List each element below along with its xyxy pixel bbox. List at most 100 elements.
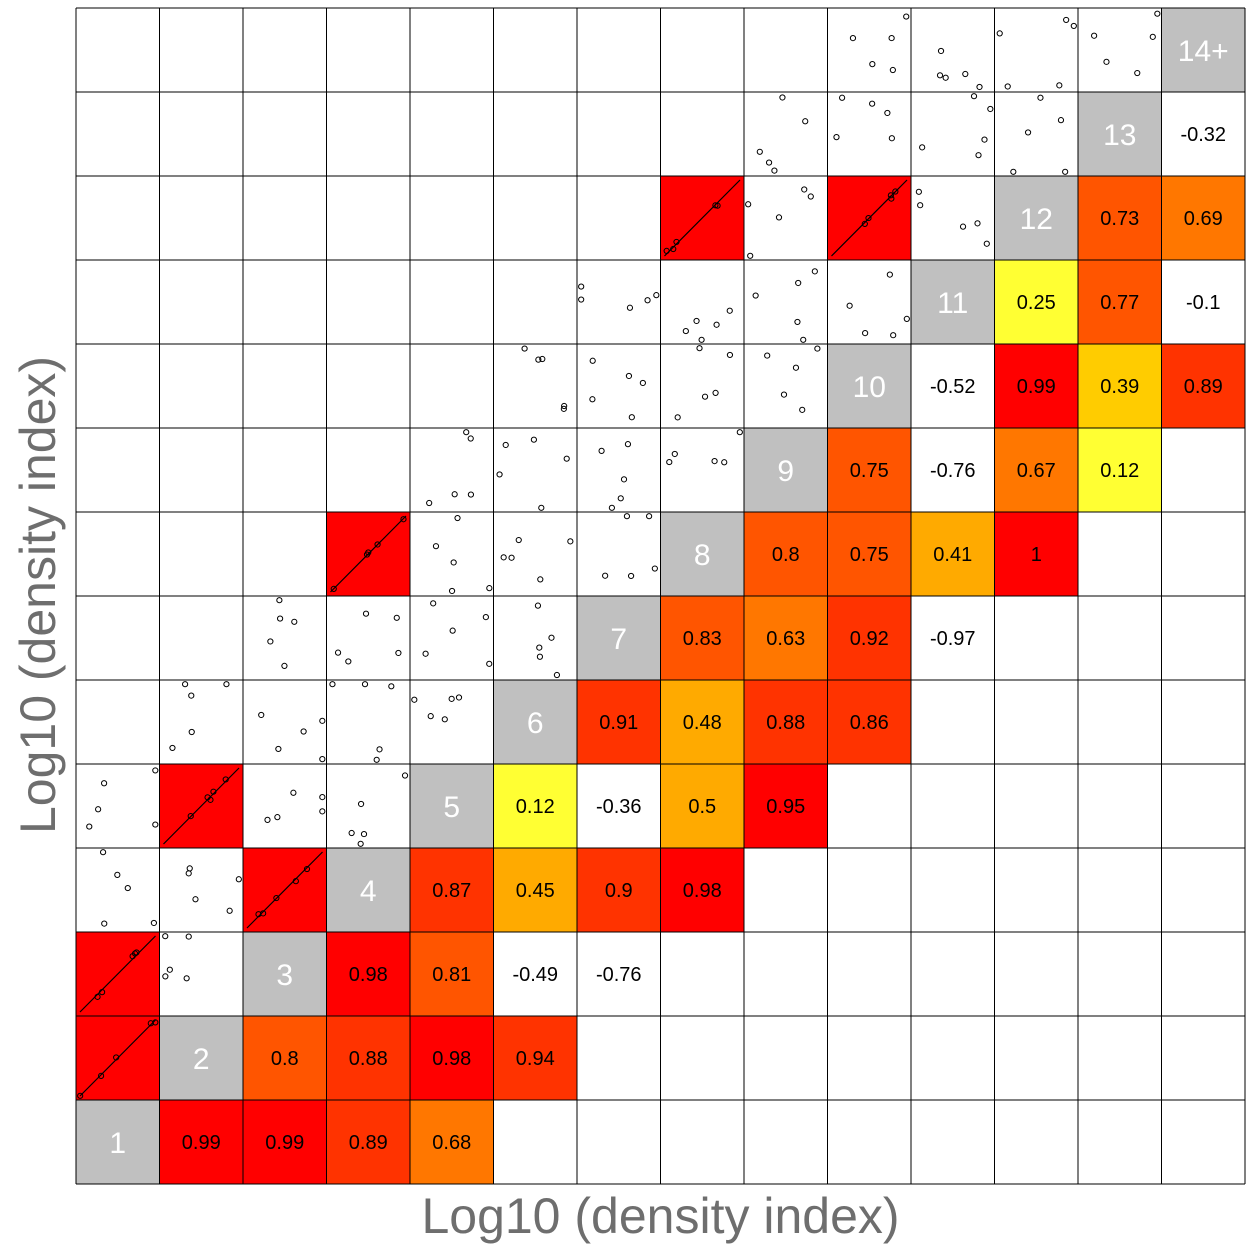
scatter-point (411, 696, 418, 703)
scatter-point (427, 713, 434, 720)
correlation-cell (326, 1016, 410, 1100)
scatter-point (673, 238, 680, 246)
scatter-point (919, 144, 926, 151)
scatter-point (792, 364, 800, 371)
scatter-point (185, 933, 192, 940)
scatter-point (696, 345, 703, 352)
scatter-point (292, 878, 299, 885)
scatter-point (548, 634, 555, 641)
scatter-point (780, 391, 788, 398)
scatter-point (486, 660, 493, 667)
scatter-point (888, 135, 895, 142)
diagonal-cell (1161, 8, 1245, 92)
scatter-point (255, 911, 262, 918)
scatter-point (100, 780, 108, 787)
scatter-point (903, 315, 910, 322)
correlation-value: 0.8 (271, 1048, 299, 1070)
scatter-point (644, 297, 651, 304)
correlation-value: -0.49 (512, 964, 558, 986)
fit-line (330, 515, 407, 593)
correlation-value: 0.41 (933, 544, 972, 566)
correlation-value: -0.97 (930, 628, 976, 650)
scatter-point (319, 808, 326, 815)
correlation-cell (577, 680, 661, 764)
diagonal-label: 10 (853, 371, 886, 404)
correlation-cell (1161, 260, 1245, 344)
scatter-point (976, 83, 983, 91)
scatter-point (713, 321, 720, 328)
correlation-cell (493, 764, 577, 848)
scatter-point (449, 627, 456, 634)
scatter-point (432, 543, 440, 550)
scatter-point (101, 920, 108, 927)
scatter-point (388, 683, 395, 690)
correlation-value: 0.12 (1100, 460, 1139, 482)
scatter-point (838, 94, 846, 101)
scatter-point (799, 406, 806, 413)
scatter-point (771, 167, 778, 174)
correlation-cell (159, 1100, 243, 1184)
scatter-point (589, 396, 596, 403)
correlation-cell (326, 1100, 410, 1184)
correlation-cell (827, 428, 911, 512)
scatter-point (671, 450, 678, 458)
correlation-value: 0.5 (688, 796, 716, 818)
scatter-point (267, 638, 274, 645)
scatter-point (701, 393, 709, 400)
scatter-point (226, 907, 233, 914)
scatter-point (357, 800, 365, 808)
correlation-value: 0.67 (1017, 460, 1056, 482)
scatter-point (1057, 117, 1065, 124)
diagonal-cell (1078, 92, 1162, 176)
scatter-point (430, 600, 437, 607)
scatter-point (281, 662, 288, 670)
scatter-point (374, 541, 381, 548)
scatter-point (235, 876, 242, 883)
scatter-point (726, 307, 733, 314)
scatter-point (775, 214, 783, 221)
scatter-point (811, 268, 818, 275)
fit-line (246, 851, 323, 929)
correlation-value: 0.89 (1184, 376, 1223, 398)
diagonal-label: 9 (777, 455, 794, 488)
correlation-cell (660, 680, 744, 764)
scatter-point (1063, 16, 1070, 24)
correlation-value: 0.89 (349, 1132, 388, 1154)
correlation-value: 0.68 (432, 1132, 471, 1154)
scatter-point (426, 499, 433, 507)
scatter-point (620, 476, 628, 483)
scatter-point (535, 356, 542, 363)
diagonal-cell (493, 680, 577, 764)
scatter-point (187, 813, 194, 820)
correlation-value: 0.87 (432, 880, 471, 902)
scatter-point (560, 405, 567, 412)
scatter-point (752, 292, 759, 299)
scatter-point (152, 1019, 159, 1026)
scatter-point (865, 214, 872, 222)
scatter-point (756, 148, 763, 155)
correlation-cell (827, 680, 911, 764)
scatter-point (563, 455, 570, 462)
scatter-point (833, 134, 840, 141)
scatter-point (500, 554, 507, 561)
correlation-value: 0.94 (516, 1048, 555, 1070)
correlation-value: 0.77 (1100, 292, 1139, 314)
correlation-cell (744, 764, 828, 848)
scatter-point (129, 953, 136, 960)
diagonal-label: 1 (109, 1127, 126, 1160)
correlation-value: 0.45 (516, 880, 555, 902)
correlation-cell (243, 1100, 327, 1184)
correlation-value: -0.76 (930, 460, 976, 482)
scatter-point (152, 767, 159, 774)
correlation-value: 0.39 (1100, 376, 1139, 398)
scatter-point (663, 247, 670, 254)
scatter-point (188, 692, 195, 699)
scatter-point (496, 471, 503, 478)
correlation-value: 0.98 (349, 964, 388, 986)
scatter-point (970, 93, 978, 100)
scatter-point (765, 159, 773, 166)
scatter-point (319, 793, 326, 801)
scatter-point (401, 772, 409, 779)
scatter-point (801, 186, 808, 193)
scatter-point (578, 296, 585, 303)
